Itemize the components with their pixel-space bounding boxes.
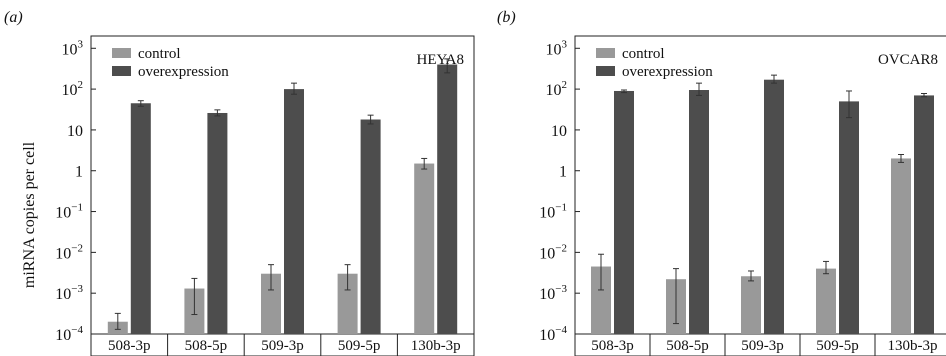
y-tick-label: 103	[62, 38, 84, 58]
legend-swatch-control	[112, 48, 131, 58]
error-bar	[268, 264, 274, 291]
legend-label-control: control	[622, 46, 665, 62]
y-tick-label: 10−1	[55, 202, 83, 222]
y-tick-label: 10−2	[55, 242, 83, 262]
plot-frame	[90, 35, 475, 335]
y-tick-label: 10−4	[55, 324, 83, 344]
error-bar	[114, 312, 121, 330]
bar-overexpression-508-5p	[207, 112, 228, 334]
error-bar	[291, 82, 297, 95]
error-bar	[673, 268, 679, 325]
chart-panel-a: (a) 10−4 10−3 10−2 10−1 1 10 102 103 508-3p 508-5p…	[4, 9, 475, 356]
y-tick-label: 10−4	[539, 324, 567, 344]
bar-control-509-3p	[261, 273, 281, 334]
error-bar	[823, 260, 829, 275]
error-bar	[444, 58, 451, 74]
y-tick-label: 10	[67, 123, 83, 140]
x-tick-label: 130b-3p	[888, 338, 938, 354]
bar-control-509-5p	[816, 268, 836, 334]
bar-overexpression-509-5p	[839, 101, 859, 334]
x-tick-label: 509-3p	[741, 338, 784, 354]
x-tick-label: 508-5p	[666, 338, 709, 354]
bar-overexpression-508-3p	[130, 103, 151, 334]
chart-panel-b: (b) 10−4 10−3 10−2 10−1 1 10 102 103 508-3p 508-5p…	[497, 9, 946, 356]
bar-overexpression-508-3p	[614, 90, 634, 334]
error-bar	[621, 89, 627, 94]
y-tick-label: 102	[62, 79, 84, 99]
error-bar	[344, 264, 351, 291]
panel-label: (a)	[4, 9, 23, 26]
panel-label: (b)	[497, 9, 516, 26]
y-tick-label: 103	[546, 38, 568, 58]
x-tick-label: 509-5p	[816, 338, 859, 354]
cell-line-label: OVCAR8	[878, 52, 938, 68]
y-tick-label: 10−1	[539, 202, 567, 222]
bar-control-509-3p	[741, 276, 761, 334]
bar-control-130b-3p	[891, 158, 911, 334]
bar-overexpression-509-3p	[764, 79, 784, 334]
legend-label-overexpression: overexpression	[622, 64, 713, 80]
error-bar	[137, 100, 144, 107]
y-axis-label: miRNA copies per cell	[21, 141, 38, 288]
error-bar	[367, 114, 374, 125]
y-tick-label: 10	[551, 123, 567, 140]
legend-swatch-control	[596, 48, 615, 58]
y-tick-label: 1	[75, 164, 83, 181]
x-tick-label: 509-5p	[338, 338, 381, 354]
error-bar	[214, 109, 221, 117]
legend-swatch-overexpression	[596, 66, 615, 76]
legend-label-overexpression: overexpression	[138, 64, 229, 80]
bar-control-130b-3p	[414, 163, 435, 334]
bar-overexpression-509-5p	[360, 119, 381, 334]
y-tick-label: 102	[546, 79, 568, 99]
x-tick-label: 508-3p	[591, 338, 634, 354]
legend-label-control: control	[138, 46, 181, 62]
bar-overexpression-508-5p	[689, 90, 709, 334]
cell-line-label: HEYA8	[417, 52, 465, 68]
plot-frame	[574, 35, 946, 335]
bar-control-509-5p	[337, 273, 358, 334]
x-tick-label: 508-3p	[108, 338, 151, 354]
error-bar	[898, 153, 904, 163]
error-bar	[421, 157, 428, 170]
y-tick-label: 10−3	[539, 283, 567, 303]
y-tick-label: 10−3	[55, 283, 83, 303]
error-bar	[771, 74, 777, 84]
error-bar	[748, 270, 754, 282]
bar-control-508-3p	[591, 266, 611, 334]
y-tick-label: 1	[559, 164, 567, 181]
x-tick-label: 509-3p	[261, 338, 304, 354]
error-bar	[191, 277, 198, 316]
y-tick-label: 10−2	[539, 242, 567, 262]
x-tick-label: 508-5p	[185, 338, 228, 354]
error-bar	[598, 253, 604, 291]
bar-overexpression-130b-3p	[437, 64, 458, 335]
legend-swatch-overexpression	[112, 66, 131, 76]
error-bar	[696, 82, 702, 96]
bar-overexpression-509-3p	[284, 89, 304, 334]
error-bar	[921, 93, 927, 98]
error-bar	[846, 90, 852, 119]
bar-overexpression-130b-3p	[914, 95, 934, 334]
x-tick-label: 130b-3p	[411, 338, 461, 354]
